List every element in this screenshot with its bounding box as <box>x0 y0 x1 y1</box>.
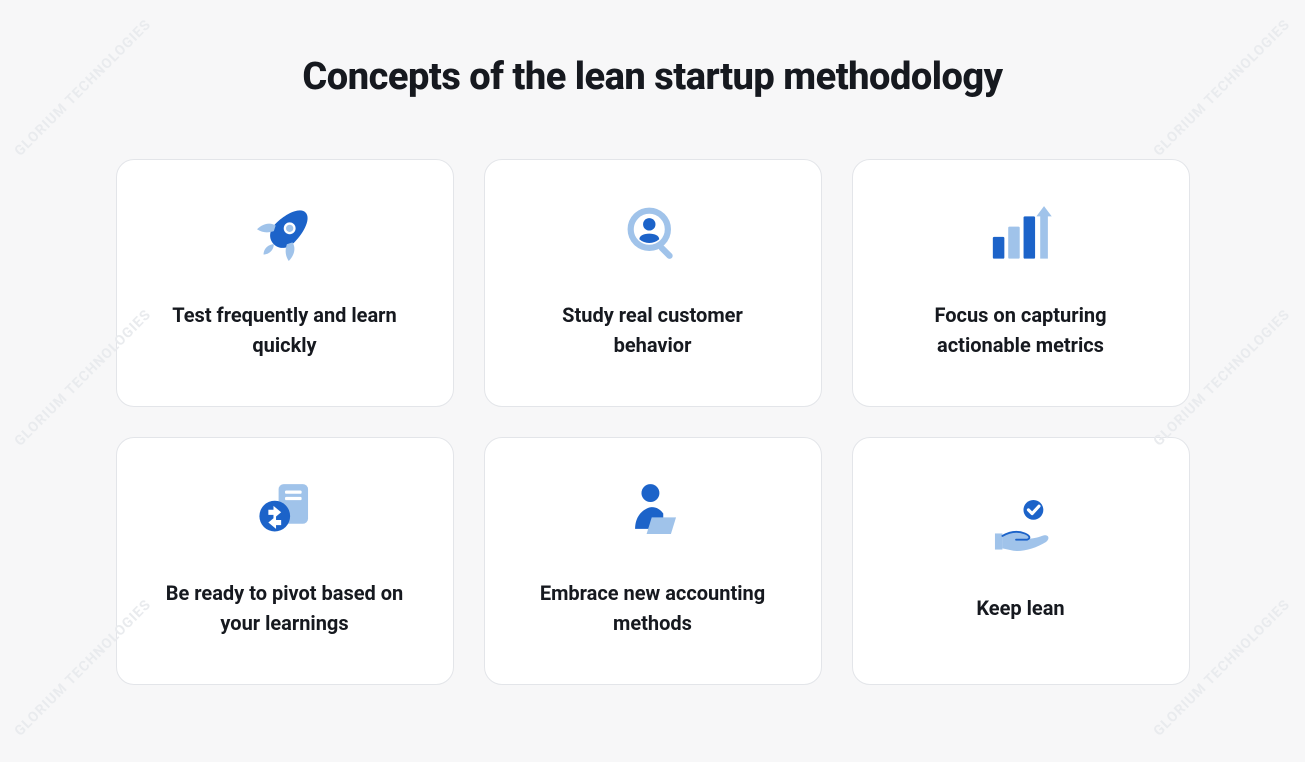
watermark-text: GLORIUM TECHNOLOGIES <box>12 17 155 160</box>
concepts-grid: Test frequently and learn quickly Study … <box>116 159 1190 685</box>
user-search-icon <box>618 198 688 268</box>
hand-check-icon <box>986 491 1056 561</box>
person-laptop-icon <box>618 476 688 546</box>
concept-label: Embrace new accounting methods <box>523 578 783 638</box>
concept-card: Keep lean <box>852 437 1190 685</box>
concept-label: Test frequently and learn quickly <box>155 300 415 360</box>
rocket-icon <box>250 198 320 268</box>
watermark-text: GLORIUM TECHNOLOGIES <box>1151 17 1294 160</box>
concept-card: Focus on capturing actionable metrics <box>852 159 1190 407</box>
concept-card: Embrace new accounting methods <box>484 437 822 685</box>
concept-card: Be ready to pivot based on your learning… <box>116 437 454 685</box>
concept-card: Test frequently and learn quickly <box>116 159 454 407</box>
bar-arrow-icon <box>986 198 1056 268</box>
concept-label: Study real customer behavior <box>523 300 783 360</box>
concept-label: Keep lean <box>976 593 1064 623</box>
concept-label: Focus on capturing actionable metrics <box>891 300 1151 360</box>
page-title: Concepts of the lean startup methodology <box>302 55 1002 99</box>
pivot-swap-icon <box>250 476 320 546</box>
concept-label: Be ready to pivot based on your learning… <box>155 578 415 638</box>
concept-card: Study real customer behavior <box>484 159 822 407</box>
